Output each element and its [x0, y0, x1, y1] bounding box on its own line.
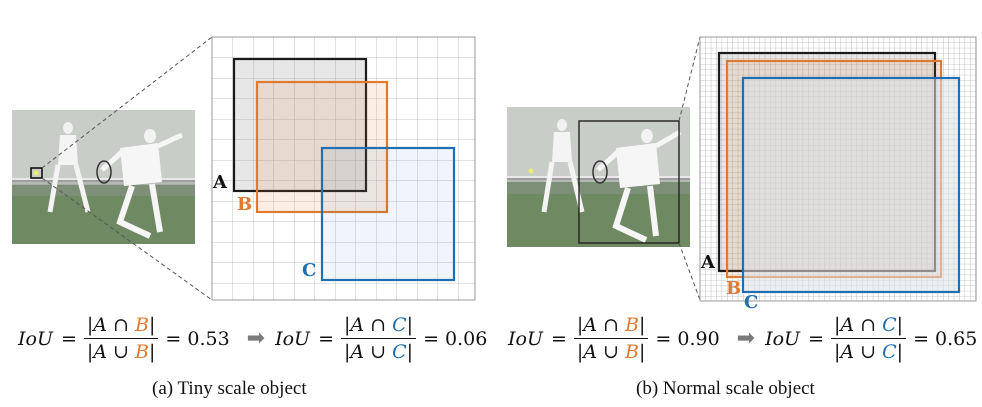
label-a-normal: A	[700, 252, 716, 273]
label-b-tiny: B	[237, 194, 252, 215]
fraction: |A ∩ C| |A ∪ C|	[830, 314, 907, 363]
arrow-right-icon: ➡	[246, 326, 266, 351]
equals-sign: =	[808, 327, 824, 350]
fraction: |A ∩ B| |A ∪ B|	[83, 314, 159, 363]
normal-object-box	[578, 120, 680, 244]
iou-label: IoU	[18, 327, 53, 350]
zoom-line-top	[41, 36, 213, 169]
label-c-tiny: C	[302, 260, 316, 281]
zoom-line-top-b	[678, 36, 701, 122]
equals-sign: =	[550, 327, 567, 350]
formula-iou-ab-normal: IoU = |A ∩ B| |A ∪ B| = 0.90 ➡ IoU = |A …	[508, 314, 982, 363]
iou-label: IoU	[275, 327, 311, 350]
caption-a: (a) Tiny scale object	[152, 378, 307, 399]
tiny-object-box	[30, 167, 43, 179]
iou-value: = 0.06	[423, 327, 488, 350]
label-c-normal: C	[744, 292, 758, 313]
equals-sign: =	[318, 327, 334, 350]
zoom-line-bottom-b	[678, 242, 701, 301]
caption-b: (b) Normal scale object	[636, 378, 815, 399]
fraction: |A ∩ B| |A ∪ B|	[573, 314, 649, 363]
label-b-normal: B	[726, 278, 741, 299]
arrow-right-icon: ➡	[736, 326, 756, 351]
iou-label: IoU	[508, 327, 543, 350]
box-c-tiny	[320, 146, 456, 282]
photo-tennis-b	[507, 107, 690, 247]
iou-value: = 0.90	[655, 327, 720, 350]
label-a-tiny: A	[212, 172, 228, 193]
equals-sign: =	[60, 327, 77, 350]
fraction: |A ∩ C| |A ∪ C|	[340, 314, 417, 363]
zoom-grid-a	[211, 36, 476, 301]
iou-value: = 0.65	[913, 327, 978, 350]
photo-tennis-a	[12, 110, 195, 244]
iou-label: IoU	[765, 327, 801, 350]
iou-value: = 0.53	[165, 327, 230, 350]
box-c-normal	[741, 76, 961, 294]
formula-iou-ab-tiny: IoU = |A ∩ B| |A ∪ B| = 0.53 ➡ IoU = |A …	[18, 314, 494, 363]
